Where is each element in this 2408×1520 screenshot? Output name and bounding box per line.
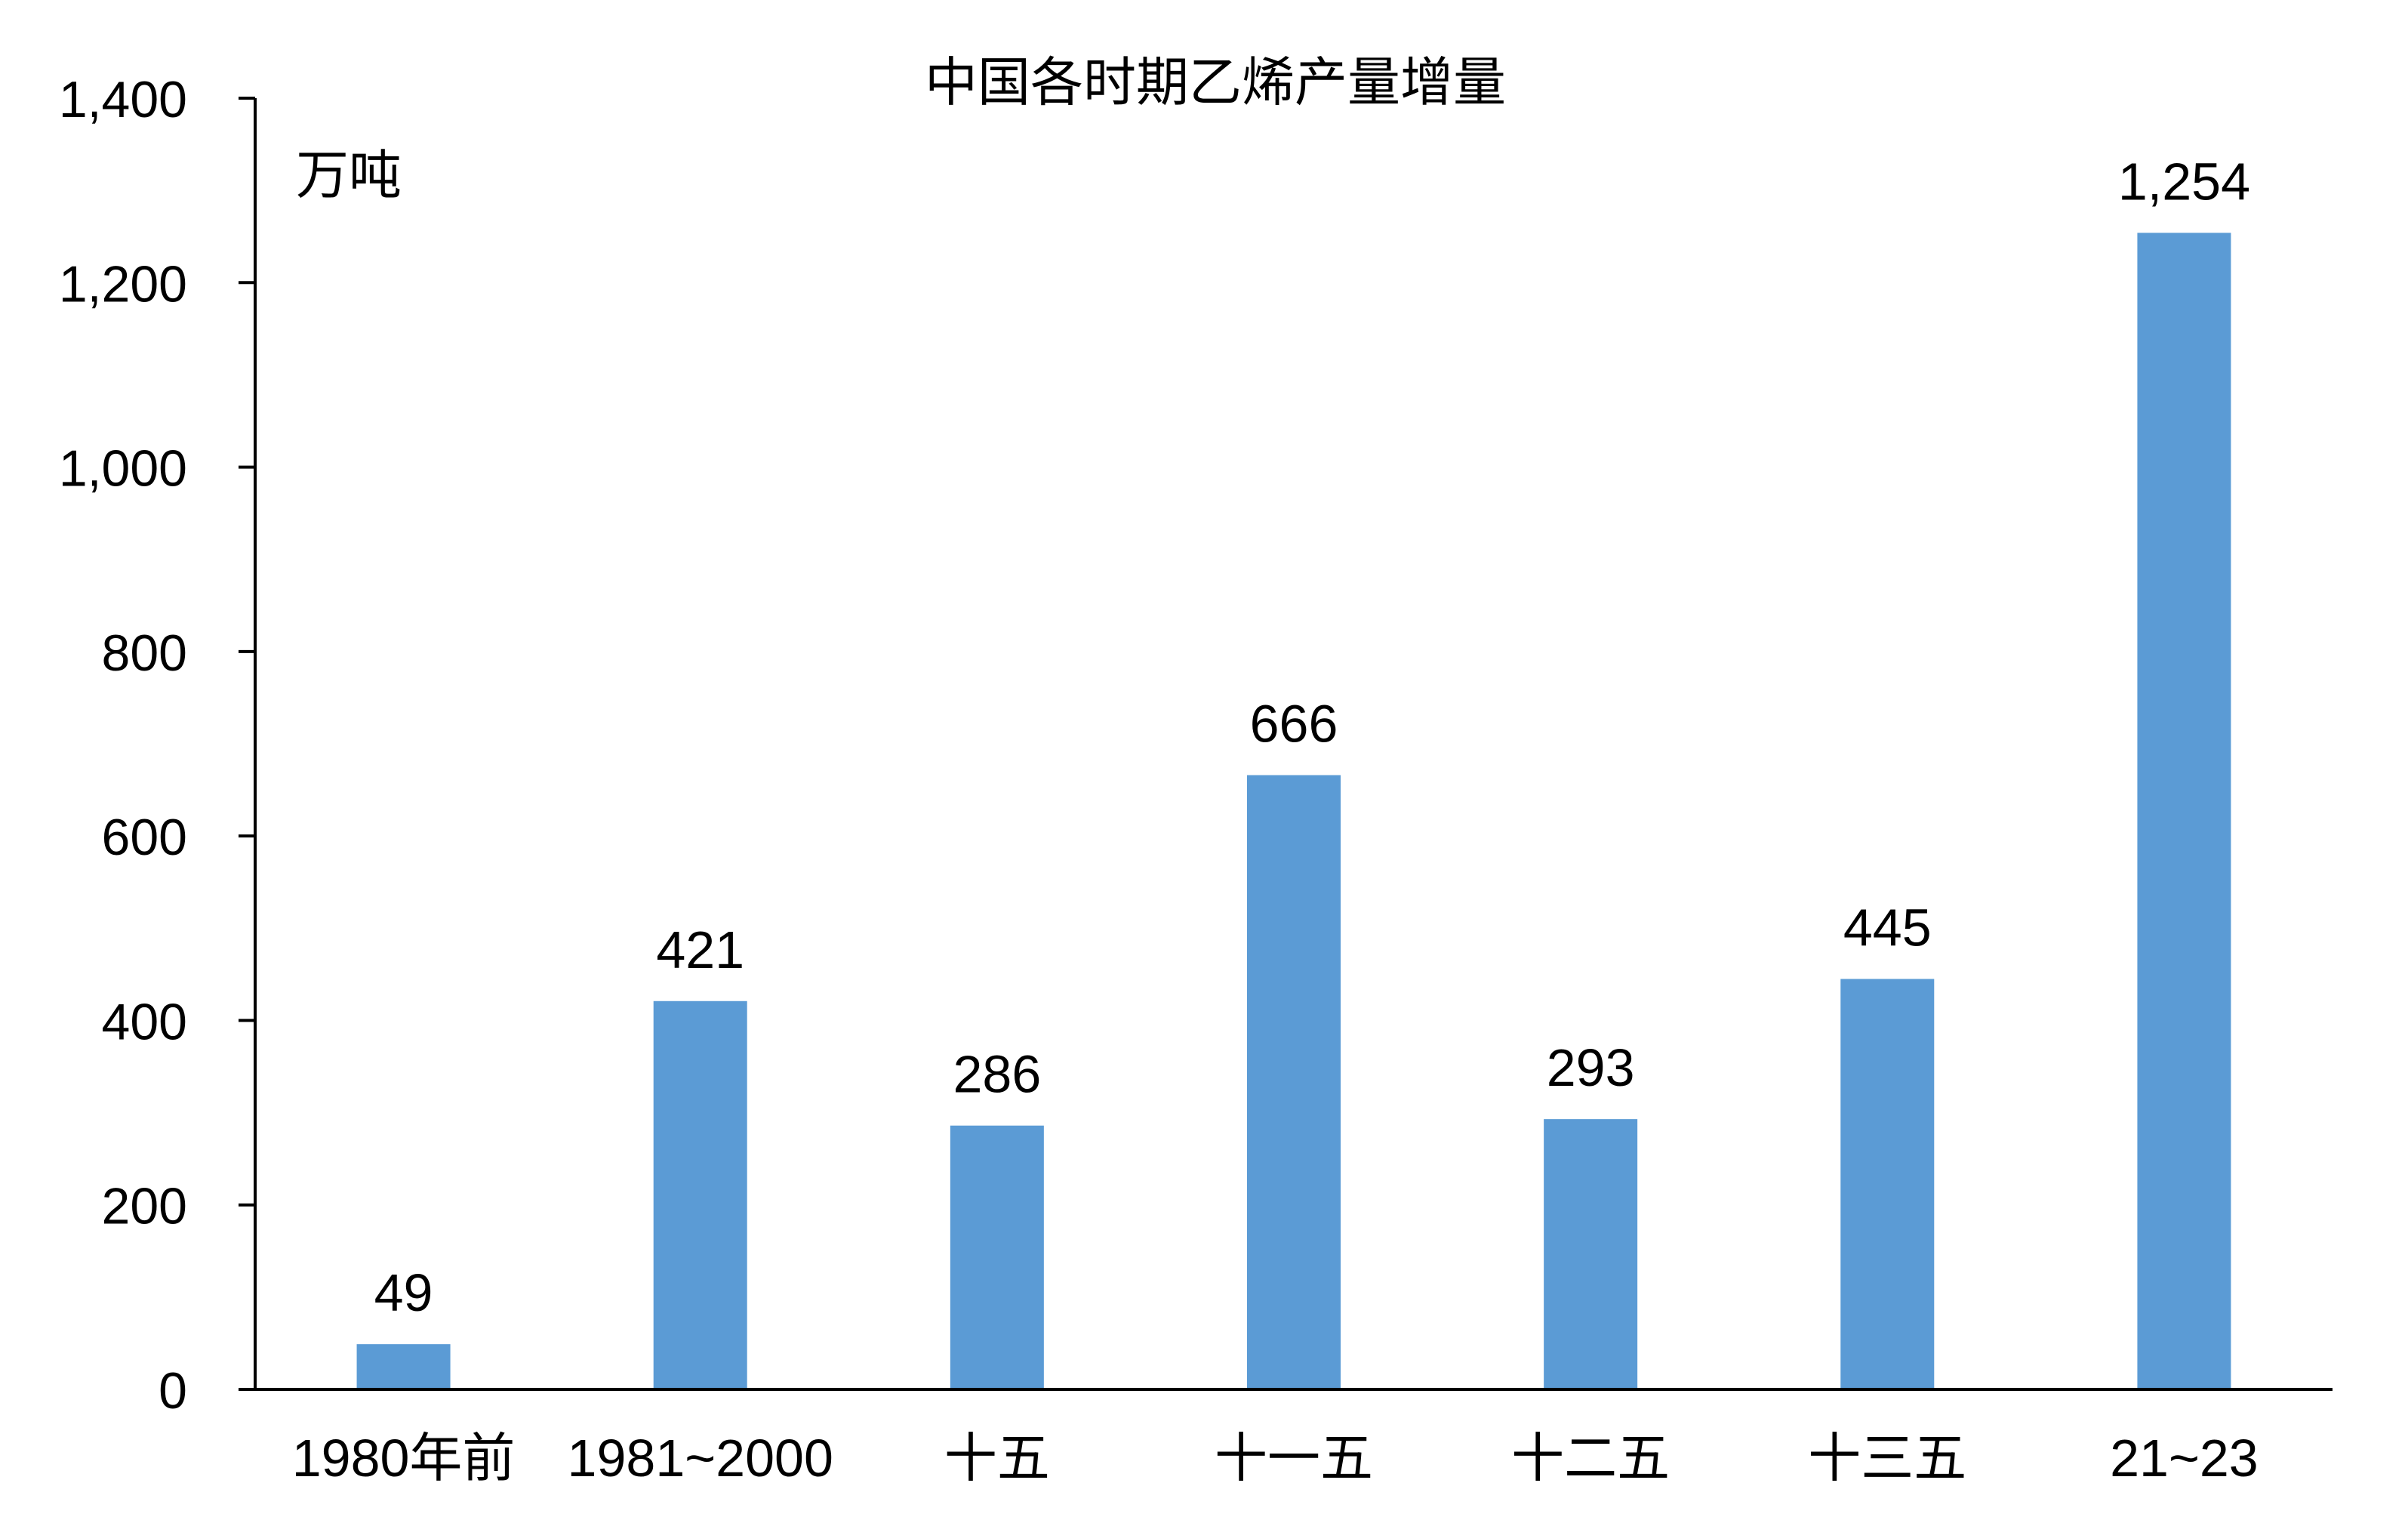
bar xyxy=(1840,979,1935,1389)
unit-label: 万吨 xyxy=(296,146,402,205)
bar-value-label: 445 xyxy=(1843,898,1932,957)
x-tick-label: 十三五 xyxy=(1808,1429,1966,1488)
x-tick-label: 21~23 xyxy=(2110,1429,2259,1488)
y-tick-label: 200 xyxy=(102,1178,187,1235)
bar xyxy=(950,1125,1044,1389)
x-tick-label: 十五 xyxy=(944,1429,1050,1488)
y-tick-label: 0 xyxy=(159,1362,187,1420)
bar-value-label: 421 xyxy=(656,920,744,979)
bar xyxy=(653,1000,747,1389)
y-tick-label: 1,400 xyxy=(59,71,187,128)
x-tick-label: 十一五 xyxy=(1215,1429,1373,1488)
bar-value-label: 666 xyxy=(1250,695,1338,754)
y-tick-label: 1,200 xyxy=(59,255,187,313)
bar xyxy=(1247,775,1341,1389)
bar xyxy=(2137,233,2231,1389)
y-tick-label: 600 xyxy=(102,809,187,866)
x-axis-labels: 1980年前 1981~2000 十五 十一五 十二五 十三五 21~23 xyxy=(292,1429,2259,1488)
bar-value-label: 49 xyxy=(374,1263,433,1322)
x-tick-label: 1981~2000 xyxy=(568,1429,833,1488)
y-tick-label: 800 xyxy=(102,624,187,682)
x-tick-label: 十二五 xyxy=(1511,1429,1670,1488)
bars xyxy=(356,233,2231,1389)
y-tick-label: 400 xyxy=(102,993,187,1050)
y-axis-ticks: 0 200 400 600 800 1,000 1,200 1,400 xyxy=(59,71,255,1420)
chart-title: 中国各时期乙烯产量增量 xyxy=(925,53,1506,112)
bar xyxy=(1544,1119,1638,1389)
bar-value-label: 1,254 xyxy=(2118,152,2250,211)
bar xyxy=(356,1344,451,1389)
y-tick-label: 1,000 xyxy=(59,440,187,498)
x-tick-label: 1980年前 xyxy=(292,1429,516,1488)
bar-value-label: 293 xyxy=(1547,1038,1635,1097)
bar-value-label: 286 xyxy=(953,1045,1041,1104)
value-labels: 49 421 286 666 293 445 1,254 xyxy=(374,152,2250,1322)
